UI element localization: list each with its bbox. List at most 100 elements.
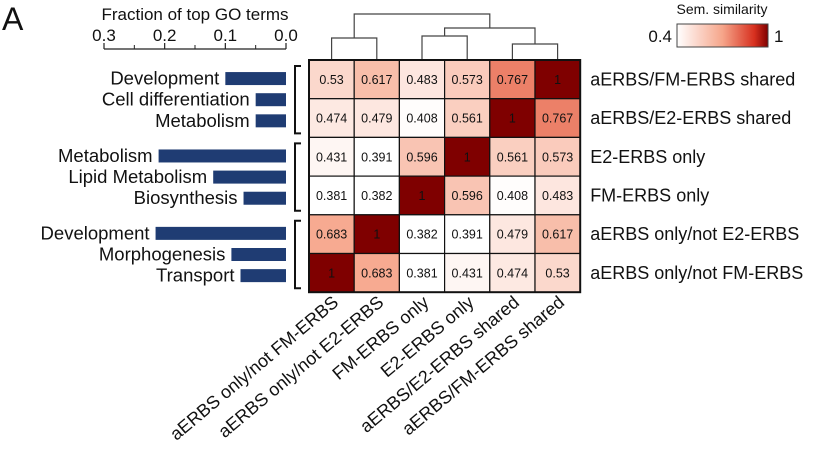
bar-term-label: Biosynthesis xyxy=(134,187,238,208)
bar xyxy=(225,72,286,86)
heatmap-cell-label: 0.767 xyxy=(497,73,528,87)
dendrogram-branch xyxy=(511,43,559,60)
heatmap-cell-label: 0.617 xyxy=(361,73,392,87)
heatmap-cell xyxy=(534,252,581,293)
bar-tick-label: 0.3 xyxy=(92,26,116,45)
legend-max-label: 1 xyxy=(774,27,783,46)
heatmap-cell xyxy=(398,214,446,255)
heatmap-cell xyxy=(444,136,491,177)
bar-term-label: Development xyxy=(41,222,150,243)
bar-marks xyxy=(155,72,286,283)
heatmap-cell-label: 0.382 xyxy=(406,228,437,242)
heatmap-cell-label: 1 xyxy=(373,228,380,242)
bar-term-label: Development xyxy=(110,68,219,89)
heatmap-cell-label: 0.561 xyxy=(452,112,483,126)
heatmap-row-labels: aERBS/FM-ERBS shared aERBS/E2-ERBS shared… xyxy=(590,69,803,283)
bar xyxy=(255,93,286,107)
heatmap-cell-label: 0.408 xyxy=(406,112,437,126)
bar-x-axis: 0.3 0.2 0.1 0.0 xyxy=(92,26,298,50)
dendrogram-branch xyxy=(421,35,468,60)
heatmap-cell-label: 0.561 xyxy=(497,150,528,164)
column-dendrogram xyxy=(331,13,559,60)
heatmap-cell-label: 0.683 xyxy=(361,266,392,280)
heatmap-cell-label: 0.408 xyxy=(497,189,528,203)
panel-label: A xyxy=(2,1,24,37)
color-legend: Sem. similarity 0.4 1 xyxy=(648,1,783,48)
bar-term-label: Lipid Metabolism xyxy=(68,166,207,187)
heatmap-cell-label: 0.573 xyxy=(542,150,573,164)
heatmap-cell-label: 0.381 xyxy=(316,189,347,203)
heatmap-cell-label: 0.479 xyxy=(361,112,392,126)
heatmap-cell xyxy=(489,59,536,100)
heatmap-cell-label: 0.474 xyxy=(497,266,528,280)
bar-tick-label: 0.2 xyxy=(153,26,177,45)
bar xyxy=(255,114,286,128)
heatmap-cell-label: 0.391 xyxy=(361,150,392,164)
bar-chart-title: Fraction of top GO terms xyxy=(101,5,288,24)
heatmap-cell-label: 0.596 xyxy=(406,150,437,164)
heatmap-cell xyxy=(353,59,401,100)
heatmap-cell xyxy=(353,214,401,255)
heatmap-cell xyxy=(534,98,581,138)
heatmap-cell-label: 0.596 xyxy=(452,189,483,203)
heatmap-border xyxy=(308,59,582,294)
bar xyxy=(213,170,286,184)
legend-gradient-bar xyxy=(676,23,769,48)
heatmap-cell xyxy=(489,98,536,138)
heatmap-cell xyxy=(353,98,401,138)
heatmap-cell xyxy=(444,214,491,255)
heatmap-cell-label: 0.391 xyxy=(452,228,483,242)
bar-tick-label: 0.1 xyxy=(214,26,238,45)
heatmap-cell xyxy=(534,175,581,216)
legend-min-label: 0.4 xyxy=(648,27,672,46)
heatmap-row-label: aERBS only/not FM-ERBS xyxy=(590,263,803,283)
heatmap-row-label: aERBS only/not E2-ERBS xyxy=(590,224,799,244)
heatmap-cell xyxy=(398,59,446,100)
heatmap-cell-label: 0.53 xyxy=(545,266,569,280)
bar xyxy=(243,191,286,205)
heatmap-cell-label: 0.431 xyxy=(452,266,483,280)
heatmap-cell-label: 1 xyxy=(509,112,516,126)
heatmap-cell xyxy=(534,214,581,255)
heatmap-cell xyxy=(308,214,355,255)
heatmap-cell-label: 0.474 xyxy=(316,112,347,126)
heatmap-cell-label: 0.767 xyxy=(542,112,573,126)
heatmap-cell-label: 1 xyxy=(419,189,426,203)
go-terms-bar-chart: Fraction of top GO terms 0.3 0.2 0.1 0.0 De… xyxy=(41,5,301,290)
heatmap-cell-label: 0.483 xyxy=(542,189,573,203)
heatmap-cell-label: 0.683 xyxy=(316,228,347,242)
dendrogram-branch xyxy=(331,37,378,60)
heatmap-cells: 0.53 0.617 0.483 0.573 0.767 1 0.474 0.479 0.408… xyxy=(308,59,582,294)
group-brackets xyxy=(294,65,301,290)
heatmap-column-label: aERBS only/not FM-ERBS xyxy=(166,292,342,444)
group-bracket xyxy=(294,142,301,212)
group-bracket xyxy=(294,65,301,135)
heatmap-cell-label: 0.573 xyxy=(452,73,483,87)
heatmap-cell xyxy=(444,59,491,100)
heatmap-row-label: aERBS/E2-ERBS shared xyxy=(590,108,791,128)
bar-term-label: Metabolism xyxy=(155,110,250,131)
bar-term-label: Metabolism xyxy=(58,145,153,166)
bar-term-label: Morphogenesis xyxy=(99,244,226,265)
heatmap-cell-label: 0.381 xyxy=(406,266,437,280)
heatmap-cell xyxy=(444,98,491,138)
bar xyxy=(155,226,286,240)
bar-tick-label: 0.0 xyxy=(274,26,298,45)
heatmap-cell-label: 1 xyxy=(328,266,335,280)
bar xyxy=(158,149,286,163)
heatmap-cell xyxy=(353,136,401,177)
heatmap-cell xyxy=(489,252,536,293)
heatmap-cell-label: 1 xyxy=(554,73,561,87)
heatmap-cell-label: 0.431 xyxy=(316,150,347,164)
heatmap-cell-label: 1 xyxy=(464,150,471,164)
heatmap-cell-label: 0.479 xyxy=(497,228,528,242)
heatmap-row-label: FM-ERBS only xyxy=(590,185,709,205)
group-bracket xyxy=(294,219,301,290)
bar-term-label: Transport xyxy=(156,265,234,286)
heatmap-cell-label: 0.53 xyxy=(319,73,343,87)
heatmap-row-label: aERBS/FM-ERBS shared xyxy=(590,69,795,89)
legend-title: Sem. similarity xyxy=(676,1,767,17)
heatmap-cell xyxy=(398,136,446,177)
